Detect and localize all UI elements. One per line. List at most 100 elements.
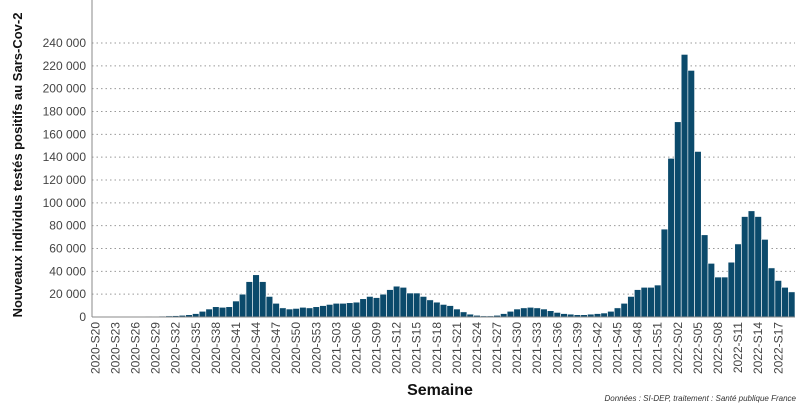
bar xyxy=(413,292,421,318)
bar xyxy=(734,243,742,318)
bar xyxy=(419,296,428,318)
bar xyxy=(513,308,521,318)
bar xyxy=(272,302,280,318)
bar xyxy=(439,304,448,318)
bar xyxy=(727,261,736,318)
x-tick-label: 2020-S44 xyxy=(249,322,263,374)
bar xyxy=(332,302,341,318)
bar xyxy=(305,307,314,318)
y-tick-label: 100 000 xyxy=(43,196,87,210)
bar xyxy=(352,301,361,318)
bar xyxy=(500,313,508,318)
y-tick-label: 60 000 xyxy=(49,242,86,256)
bar xyxy=(359,298,367,318)
x-tick-label: 2021-S36 xyxy=(550,322,564,374)
bar xyxy=(660,228,669,318)
bar xyxy=(774,280,782,318)
bar xyxy=(761,239,769,318)
y-tick-label: 240 000 xyxy=(43,36,87,50)
bar xyxy=(299,306,307,318)
bar xyxy=(326,304,334,318)
bar xyxy=(238,293,247,318)
x-tick-label: 2021-S03 xyxy=(329,322,343,374)
bar xyxy=(714,276,722,318)
x-tick-label: 2020-S41 xyxy=(229,322,243,374)
x-tick-label: 2021-S30 xyxy=(510,322,524,374)
bar xyxy=(680,54,689,318)
bar xyxy=(741,216,749,318)
x-tick-label: 2021-S12 xyxy=(390,322,404,374)
x-tick-label: 2021-S06 xyxy=(349,322,363,374)
bar xyxy=(526,306,535,318)
bar xyxy=(533,307,541,318)
bar xyxy=(433,301,441,318)
x-tick-label: 2021-S21 xyxy=(450,322,464,374)
x-tick-label: 2022-S08 xyxy=(711,322,725,374)
bar xyxy=(647,287,655,318)
bar xyxy=(781,287,789,318)
x-tick-label: 2020-S50 xyxy=(289,322,303,374)
bar xyxy=(459,311,468,318)
bar xyxy=(279,307,287,318)
bar xyxy=(426,299,434,318)
bar xyxy=(366,296,374,318)
bar xyxy=(372,297,381,318)
bar xyxy=(627,296,635,318)
bar xyxy=(205,308,213,318)
bar xyxy=(654,284,662,318)
bar xyxy=(640,287,649,318)
x-tick-label: 2021-S42 xyxy=(590,322,604,374)
bar xyxy=(674,121,682,318)
bar xyxy=(265,296,274,318)
bar xyxy=(667,158,675,318)
bar xyxy=(245,281,253,318)
bar xyxy=(634,289,642,318)
bar xyxy=(386,289,394,318)
x-tick-label: 2021-S48 xyxy=(631,322,645,374)
bar xyxy=(613,307,622,318)
x-tick-label: 2020-S35 xyxy=(189,322,203,374)
y-tick-label: 180 000 xyxy=(43,105,87,119)
y-tick-label: 220 000 xyxy=(43,59,87,73)
bar xyxy=(339,302,347,318)
x-tick-label: 2022-S17 xyxy=(771,322,785,374)
y-tick-label: 140 000 xyxy=(43,150,87,164)
bar xyxy=(399,287,407,318)
bar xyxy=(259,281,267,318)
x-tick-label: 2022-S14 xyxy=(751,322,765,374)
x-tick-label: 2020-S29 xyxy=(149,322,163,374)
bar xyxy=(453,308,461,318)
x-tick-label: 2021-S09 xyxy=(370,322,384,374)
y-tick-label: 40 000 xyxy=(49,264,86,278)
x-tick-label: 2021-S24 xyxy=(470,322,484,374)
bar xyxy=(225,306,233,318)
bar xyxy=(546,310,555,318)
bar xyxy=(218,306,227,318)
y-axis-label: Nouveaux individus testés positifs au Sa… xyxy=(10,13,25,318)
bar xyxy=(560,313,568,318)
bar xyxy=(346,302,354,318)
x-tick-label: 2020-S47 xyxy=(269,322,283,374)
bar xyxy=(312,306,320,318)
x-tick-label: 2021-S27 xyxy=(490,322,504,374)
y-tick-label: 80 000 xyxy=(49,219,86,233)
x-tick-label: 2020-S38 xyxy=(209,322,223,374)
bar xyxy=(747,210,756,318)
x-tick-label: 2021-S51 xyxy=(651,322,665,374)
bar xyxy=(392,285,401,318)
bar xyxy=(620,302,628,318)
y-tick-label: 20 000 xyxy=(49,287,86,301)
x-tick-label: 2021-S18 xyxy=(430,322,444,374)
bar xyxy=(285,308,294,318)
bar xyxy=(707,263,715,318)
source-note: Données : SI-DEP, traitement : Santé pub… xyxy=(604,394,796,403)
x-tick-label: 2022-S05 xyxy=(691,322,705,374)
x-tick-label: 2021-S45 xyxy=(611,322,625,374)
bar xyxy=(754,216,762,318)
y-tick-label: 200 000 xyxy=(43,82,87,96)
bar xyxy=(232,300,240,318)
bar xyxy=(446,305,454,318)
x-tick-label: 2020-S32 xyxy=(169,322,183,374)
y-tick-label: 0 xyxy=(79,310,86,324)
